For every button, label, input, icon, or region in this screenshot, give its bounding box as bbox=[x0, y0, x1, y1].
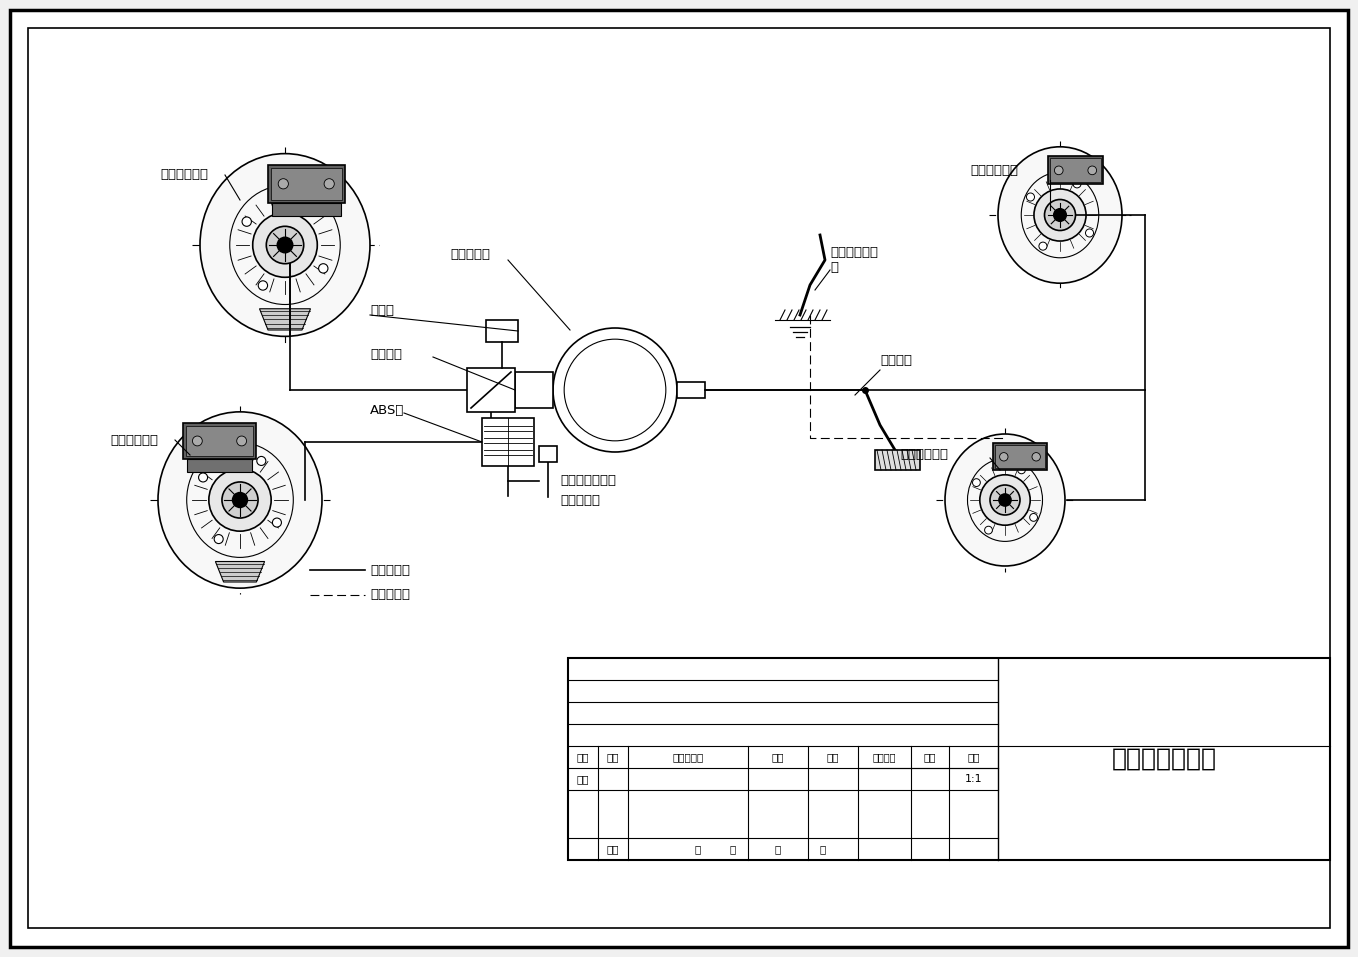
Text: 处数: 处数 bbox=[607, 752, 619, 762]
Text: 标记: 标记 bbox=[577, 752, 589, 762]
Circle shape bbox=[325, 179, 334, 189]
Text: ：驻车制动: ：驻车制动 bbox=[369, 589, 410, 602]
Circle shape bbox=[999, 494, 1010, 506]
Text: 第: 第 bbox=[775, 844, 781, 854]
Circle shape bbox=[1054, 166, 1063, 175]
Bar bbox=[678, 382, 705, 398]
Circle shape bbox=[277, 237, 293, 253]
Bar bbox=[995, 445, 1046, 468]
Text: 设计: 设计 bbox=[577, 774, 589, 784]
Text: 制动踏板: 制动踏板 bbox=[880, 353, 913, 367]
Circle shape bbox=[209, 469, 272, 531]
Circle shape bbox=[242, 217, 251, 226]
Bar bbox=[1047, 156, 1104, 185]
Ellipse shape bbox=[158, 412, 322, 589]
Circle shape bbox=[1039, 242, 1047, 250]
Bar bbox=[272, 203, 341, 215]
Bar bbox=[539, 446, 557, 462]
Ellipse shape bbox=[998, 146, 1122, 283]
Bar bbox=[186, 426, 254, 456]
Text: 右后轮制动器: 右后轮制动器 bbox=[970, 164, 1018, 176]
Circle shape bbox=[266, 226, 304, 264]
Circle shape bbox=[319, 264, 327, 273]
Polygon shape bbox=[259, 309, 311, 330]
Bar bbox=[467, 368, 515, 412]
Text: 重量: 重量 bbox=[923, 752, 937, 762]
Circle shape bbox=[1073, 180, 1081, 188]
Circle shape bbox=[258, 280, 268, 290]
Polygon shape bbox=[216, 562, 265, 582]
Circle shape bbox=[215, 535, 223, 544]
Text: 左后轮制动器: 左后轮制动器 bbox=[900, 449, 948, 461]
Circle shape bbox=[273, 518, 281, 527]
Text: 接发动机进气管: 接发动机进气管 bbox=[559, 474, 617, 486]
Bar bbox=[268, 165, 345, 203]
Text: 比例: 比例 bbox=[967, 752, 979, 762]
Bar bbox=[186, 459, 253, 472]
Bar bbox=[875, 450, 919, 470]
Circle shape bbox=[1032, 453, 1040, 461]
Text: 真空助力器: 真空助力器 bbox=[449, 249, 490, 261]
Text: 图样标记: 图样标记 bbox=[873, 752, 896, 762]
Circle shape bbox=[1088, 166, 1096, 175]
Circle shape bbox=[553, 328, 678, 452]
Text: 日期: 日期 bbox=[827, 752, 839, 762]
Text: 驻车制动器手
柄: 驻车制动器手 柄 bbox=[830, 246, 879, 274]
Text: 储液罐: 储液罐 bbox=[369, 303, 394, 317]
Circle shape bbox=[985, 526, 993, 534]
Text: ABS泵: ABS泵 bbox=[369, 404, 405, 416]
Text: 张: 张 bbox=[729, 844, 736, 854]
Circle shape bbox=[253, 212, 318, 278]
Ellipse shape bbox=[945, 434, 1065, 566]
Bar bbox=[486, 320, 517, 342]
Text: ：制动管路: ：制动管路 bbox=[369, 564, 410, 576]
Bar bbox=[1050, 159, 1101, 183]
Circle shape bbox=[232, 493, 247, 507]
Circle shape bbox=[1044, 199, 1076, 231]
Bar bbox=[182, 422, 257, 459]
Text: 张: 张 bbox=[820, 844, 826, 854]
Circle shape bbox=[1027, 193, 1035, 201]
Circle shape bbox=[303, 200, 312, 210]
Text: 1:1: 1:1 bbox=[964, 774, 982, 784]
Circle shape bbox=[1017, 466, 1025, 474]
Text: 真空单向阀: 真空单向阀 bbox=[559, 494, 600, 506]
Circle shape bbox=[972, 478, 980, 486]
Circle shape bbox=[980, 475, 1031, 525]
Circle shape bbox=[1033, 189, 1086, 241]
Circle shape bbox=[1085, 229, 1093, 237]
Text: 日期: 日期 bbox=[607, 844, 619, 854]
Text: 更改文件名: 更改文件名 bbox=[672, 752, 703, 762]
Bar bbox=[482, 418, 534, 466]
Ellipse shape bbox=[200, 154, 369, 336]
Bar bbox=[993, 443, 1047, 470]
Text: 制动系统原理图: 制动系统原理图 bbox=[1111, 747, 1217, 771]
Bar bbox=[568, 658, 1329, 860]
Circle shape bbox=[1054, 209, 1066, 221]
Circle shape bbox=[193, 436, 202, 446]
Circle shape bbox=[1029, 514, 1038, 522]
Circle shape bbox=[990, 485, 1020, 515]
Circle shape bbox=[257, 456, 266, 465]
Text: 左前轮制动器: 左前轮制动器 bbox=[110, 434, 158, 447]
Text: 签字: 签字 bbox=[771, 752, 785, 762]
Text: 制动总泵: 制动总泵 bbox=[369, 348, 402, 362]
Text: 右前轮制动器: 右前轮制动器 bbox=[160, 168, 208, 182]
Circle shape bbox=[198, 473, 208, 482]
Circle shape bbox=[221, 482, 258, 518]
Circle shape bbox=[999, 453, 1008, 461]
Circle shape bbox=[236, 436, 247, 446]
Text: 共: 共 bbox=[695, 844, 701, 854]
Bar bbox=[272, 167, 341, 200]
Circle shape bbox=[278, 179, 288, 189]
Bar bbox=[515, 372, 553, 408]
